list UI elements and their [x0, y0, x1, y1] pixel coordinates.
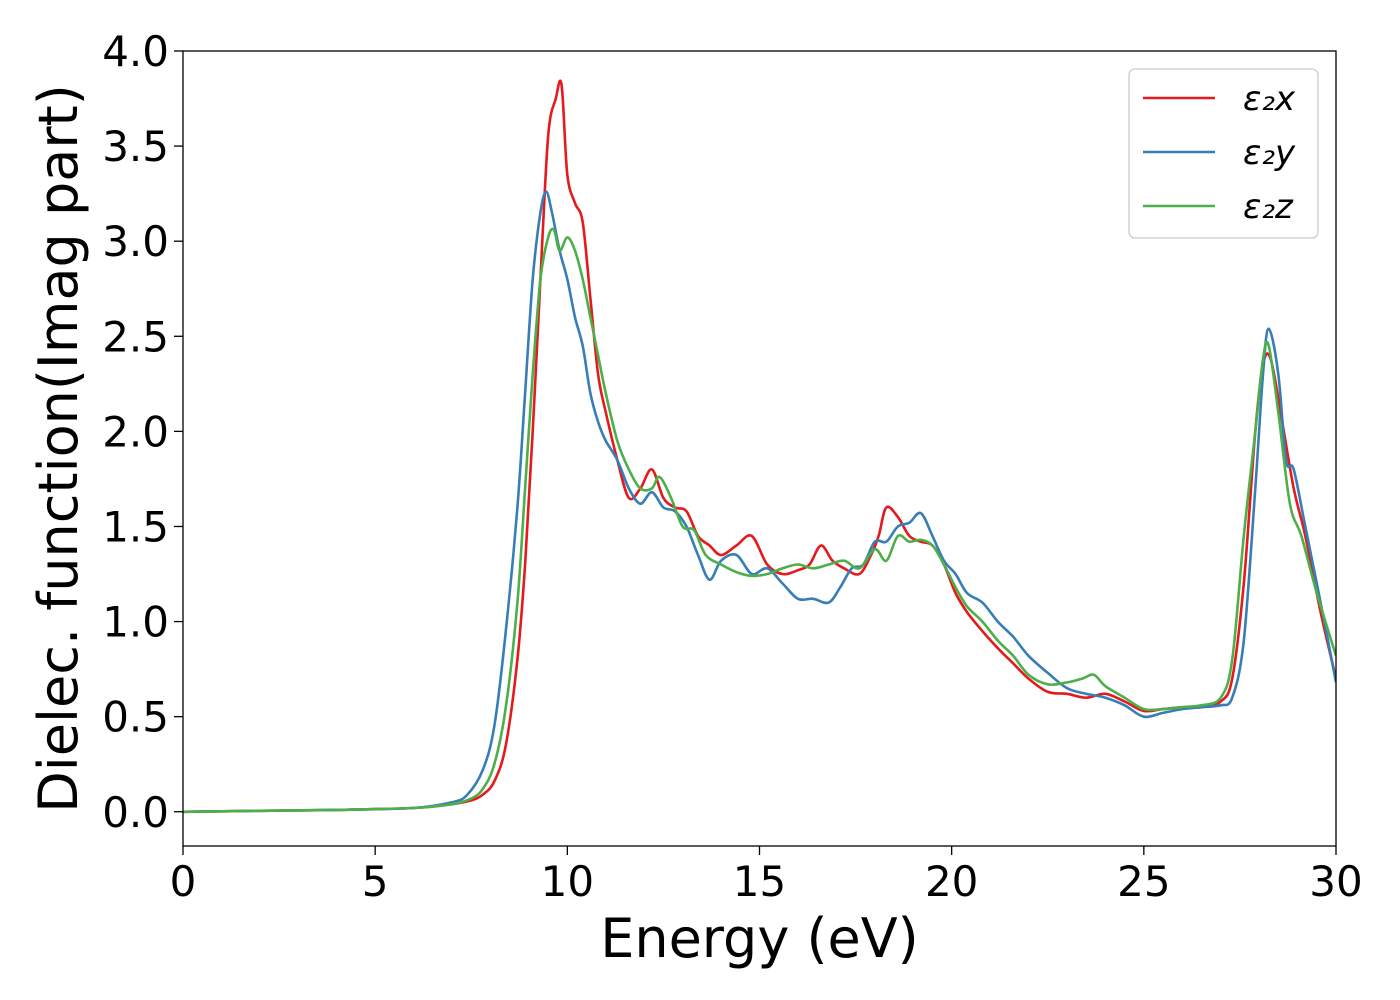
legend-entry-3: ε₂z: [1243, 187, 1294, 227]
y-axis-ticks: 0.0 0.5 1.0 1.5 2.0 2.5 3.0 3.5 4.0: [102, 27, 183, 837]
legend-entry-2: ε₂y: [1243, 133, 1296, 173]
x-axis-label: Energy (eV): [600, 907, 919, 970]
y-tick-label: 2.5: [102, 312, 169, 361]
series-line-3: [183, 227, 1336, 814]
x-tick-label: 20: [925, 857, 978, 906]
y-tick-label: 1.5: [102, 502, 169, 551]
y-tick-label: 4.0: [102, 27, 169, 76]
legend: ε₂x ε₂y ε₂z: [1128, 68, 1319, 239]
y-tick-label: 0.5: [102, 693, 169, 742]
y-tick-label: 3.0: [102, 217, 169, 266]
x-tick-label: 25: [1117, 857, 1170, 906]
x-tick-label: 5: [362, 857, 389, 906]
x-tick-label: 0: [170, 857, 197, 906]
y-tick-label: 0.0: [102, 788, 169, 837]
y-tick-label: 2.0: [102, 407, 169, 456]
x-tick-label: 15: [733, 857, 786, 906]
y-tick-label: 1.0: [102, 598, 169, 647]
legend-entry-1: ε₂x: [1243, 79, 1296, 119]
x-axis-ticks: 0 5 10 15 20 25 30: [170, 846, 1363, 906]
x-tick-label: 30: [1309, 857, 1362, 906]
y-tick-label: 3.5: [102, 122, 169, 171]
x-tick-label: 10: [541, 857, 594, 906]
legend-box: [1128, 68, 1319, 239]
y-axis-label: Dielec. function(Imag part): [27, 84, 90, 813]
series-line-2: [183, 190, 1336, 814]
plot-lines: [183, 79, 1336, 814]
